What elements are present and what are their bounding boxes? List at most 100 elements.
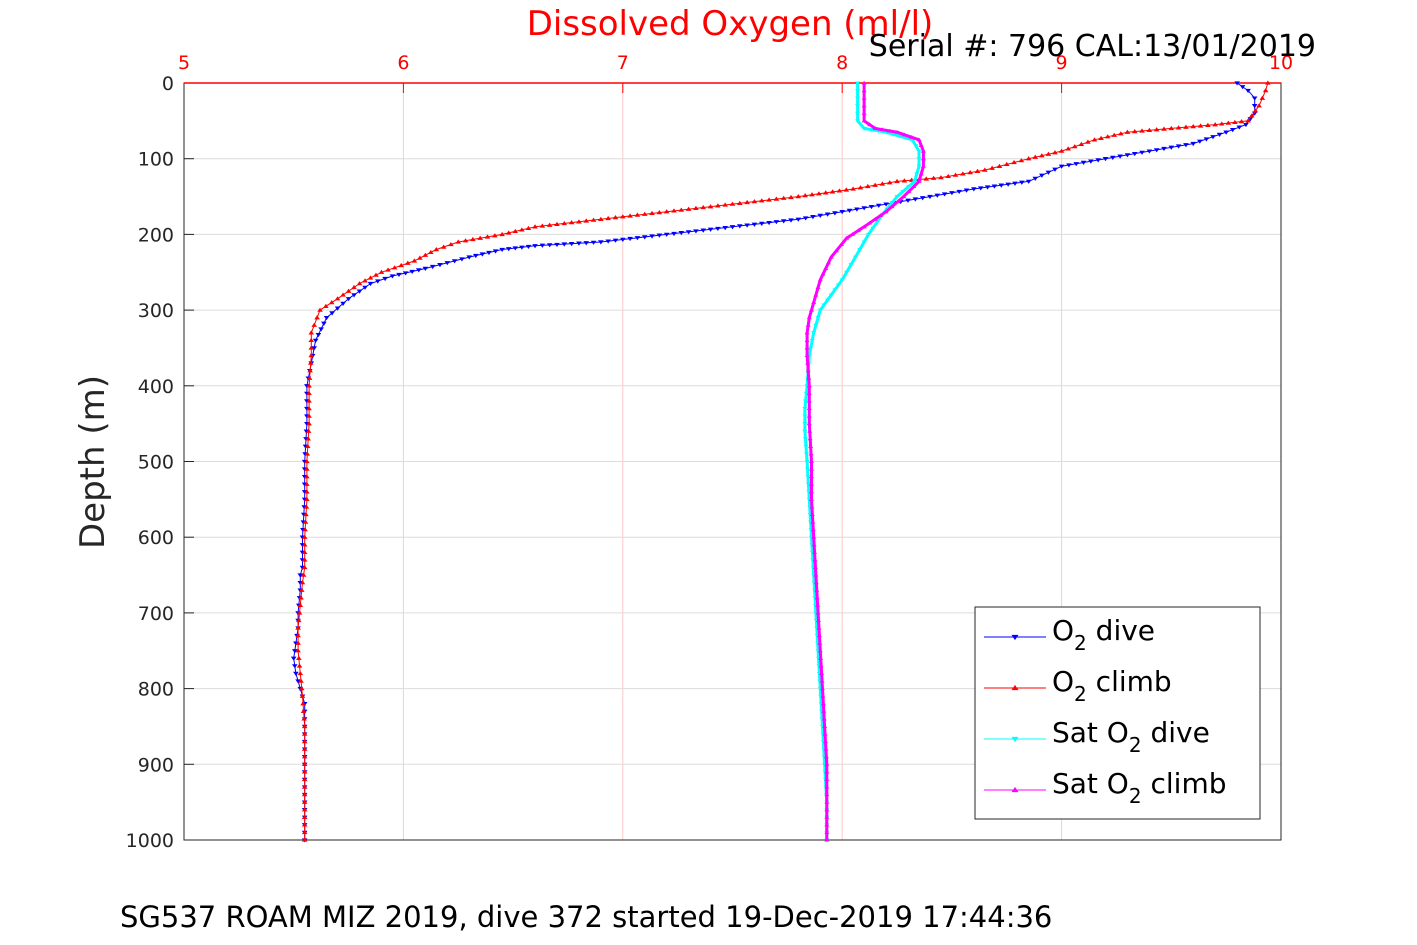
data-point	[1183, 124, 1189, 129]
data-point	[815, 285, 821, 289]
data-point	[1265, 80, 1271, 85]
data-point	[1085, 139, 1091, 144]
data-point	[836, 188, 843, 193]
data-point	[1245, 118, 1251, 123]
data-point	[886, 180, 893, 185]
y-tick-label: 0	[162, 73, 174, 95]
data-point	[1011, 159, 1017, 165]
data-point	[605, 215, 611, 221]
data-point	[318, 327, 324, 332]
data-point	[806, 413, 812, 418]
data-point	[303, 504, 310, 509]
x-tick-label: 6	[397, 52, 409, 74]
data-point	[803, 399, 809, 404]
data-point	[700, 228, 707, 233]
data-point	[971, 187, 977, 192]
data-point	[641, 211, 648, 216]
legend-label-subscript: 2	[1129, 733, 1142, 757]
data-point	[887, 128, 893, 133]
data-point	[291, 649, 298, 654]
data-point	[802, 216, 809, 221]
y-tick-labels: 0 100 200 300 400 500 600 700 800 900 1000	[126, 73, 174, 852]
data-point	[685, 206, 692, 211]
legend-label: O2 dive	[1052, 614, 1155, 655]
data-point	[1190, 141, 1197, 147]
data-point	[923, 176, 930, 181]
data-point	[815, 603, 821, 607]
legend-label-main: O	[1052, 665, 1074, 698]
data-point	[1205, 122, 1211, 127]
data-point	[715, 226, 721, 232]
data-point	[822, 724, 828, 728]
data-point	[499, 247, 505, 253]
data-point	[861, 240, 867, 245]
data-point	[519, 245, 525, 250]
data-point	[1131, 129, 1138, 134]
data-point	[867, 122, 873, 127]
data-point	[901, 132, 907, 137]
data-point	[299, 580, 306, 585]
data-point	[808, 489, 814, 494]
data-point	[561, 220, 568, 226]
data-point	[428, 249, 434, 255]
data-point	[373, 272, 379, 277]
data-point	[306, 405, 312, 411]
data-point	[304, 496, 310, 502]
data-point	[306, 390, 312, 396]
data-point	[808, 466, 814, 471]
data-point	[525, 225, 532, 231]
legend-label-suffix: dive	[1142, 716, 1210, 749]
data-point	[301, 776, 308, 782]
data-point	[1095, 158, 1101, 163]
legend-marker	[1011, 634, 1019, 641]
data-point	[1104, 134, 1111, 139]
data-point	[308, 353, 315, 358]
data-point	[417, 255, 423, 260]
legend-label-main: Sat O	[1052, 767, 1129, 800]
data-point	[855, 89, 861, 93]
data-point	[300, 701, 306, 706]
data-point	[301, 799, 308, 804]
data-point	[744, 199, 750, 205]
data-point	[751, 199, 758, 204]
data-point	[813, 292, 819, 297]
y-tick-label: 800	[138, 679, 174, 701]
data-point	[808, 481, 814, 486]
data-point	[314, 315, 320, 320]
y-tick-label: 300	[138, 300, 174, 322]
data-point	[894, 195, 900, 199]
data-point	[301, 564, 308, 570]
data-point	[855, 104, 861, 108]
data-point	[382, 276, 388, 282]
data-point	[1168, 145, 1175, 150]
data-point	[298, 595, 304, 600]
data-point	[308, 345, 315, 350]
data-point	[820, 693, 826, 698]
data-point	[301, 814, 308, 819]
data-point	[916, 179, 922, 183]
data-point	[334, 306, 341, 311]
data-point	[991, 184, 998, 189]
data-point	[671, 231, 677, 237]
data-point	[1065, 146, 1071, 151]
data-point	[872, 182, 878, 187]
data-point	[583, 218, 590, 223]
data-point	[678, 207, 685, 212]
data-point	[816, 625, 822, 630]
data-point	[300, 572, 307, 577]
data-point	[295, 648, 301, 653]
data-point	[802, 422, 808, 426]
data-point	[715, 203, 721, 208]
data-point	[822, 731, 828, 736]
data-point	[848, 263, 854, 267]
data-point	[912, 197, 919, 202]
data-point	[824, 837, 830, 842]
data-point	[812, 565, 818, 569]
data-point	[340, 301, 346, 306]
data-point	[805, 368, 811, 373]
data-point	[620, 237, 626, 242]
data-point	[306, 398, 312, 403]
data-point	[1111, 132, 1118, 137]
data-point	[1175, 144, 1182, 149]
data-point	[1071, 144, 1078, 149]
